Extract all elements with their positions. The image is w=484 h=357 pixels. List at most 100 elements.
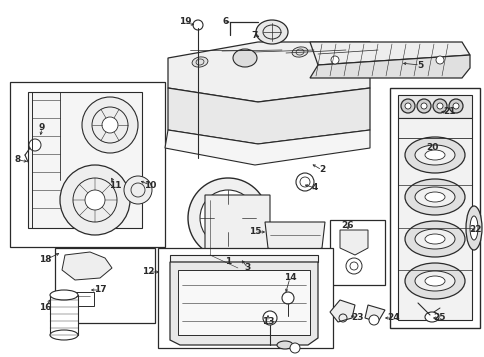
Ellipse shape — [192, 57, 208, 67]
Text: 2: 2 — [318, 166, 324, 175]
Text: 21: 21 — [443, 107, 455, 116]
Ellipse shape — [50, 330, 78, 340]
Polygon shape — [339, 230, 367, 255]
Ellipse shape — [448, 99, 462, 113]
Ellipse shape — [416, 99, 430, 113]
Ellipse shape — [276, 341, 292, 349]
Polygon shape — [397, 95, 471, 118]
Bar — [10, 82, 165, 247]
Ellipse shape — [368, 315, 378, 325]
Text: 4: 4 — [311, 183, 318, 192]
Ellipse shape — [193, 20, 203, 30]
Ellipse shape — [469, 216, 477, 240]
Polygon shape — [170, 262, 318, 345]
Bar — [389, 88, 479, 328]
Ellipse shape — [424, 312, 438, 322]
Ellipse shape — [435, 56, 443, 64]
Polygon shape — [167, 88, 369, 144]
Ellipse shape — [414, 145, 454, 165]
Polygon shape — [28, 92, 142, 228]
Polygon shape — [329, 300, 354, 322]
Bar — [72, 292, 94, 306]
Ellipse shape — [295, 173, 313, 191]
Ellipse shape — [420, 103, 426, 109]
Ellipse shape — [332, 43, 347, 53]
Polygon shape — [264, 222, 324, 258]
Text: 14: 14 — [283, 273, 296, 282]
Ellipse shape — [330, 56, 338, 64]
Text: 9: 9 — [39, 124, 45, 132]
Ellipse shape — [213, 204, 242, 232]
Polygon shape — [178, 270, 309, 335]
Polygon shape — [205, 195, 270, 270]
Ellipse shape — [465, 206, 481, 250]
Text: 8: 8 — [15, 156, 21, 165]
Ellipse shape — [256, 20, 287, 44]
Ellipse shape — [414, 187, 454, 207]
Polygon shape — [62, 252, 112, 280]
Text: 19: 19 — [178, 17, 191, 26]
Ellipse shape — [400, 99, 414, 113]
Ellipse shape — [85, 190, 105, 210]
Ellipse shape — [124, 176, 151, 204]
Ellipse shape — [281, 292, 293, 304]
Text: 18: 18 — [39, 256, 51, 265]
Polygon shape — [397, 118, 471, 320]
Polygon shape — [170, 255, 318, 262]
Polygon shape — [167, 42, 369, 102]
Ellipse shape — [199, 190, 256, 246]
Text: 25: 25 — [433, 313, 445, 322]
Ellipse shape — [436, 103, 442, 109]
Ellipse shape — [50, 290, 78, 300]
Bar — [158, 248, 333, 348]
Ellipse shape — [404, 263, 464, 299]
Ellipse shape — [424, 192, 444, 202]
Text: 6: 6 — [223, 17, 228, 26]
Bar — [55, 248, 155, 323]
Ellipse shape — [424, 276, 444, 286]
Ellipse shape — [82, 97, 138, 153]
Text: 17: 17 — [93, 286, 106, 295]
Polygon shape — [309, 42, 469, 65]
Text: 10: 10 — [144, 181, 156, 190]
Ellipse shape — [404, 137, 464, 173]
Text: 3: 3 — [244, 263, 251, 272]
Ellipse shape — [262, 311, 276, 325]
Ellipse shape — [222, 212, 233, 224]
Text: 5: 5 — [416, 60, 422, 70]
Text: 26: 26 — [341, 221, 353, 230]
Ellipse shape — [404, 221, 464, 257]
Text: 11: 11 — [108, 181, 121, 190]
Ellipse shape — [452, 103, 458, 109]
Text: 22: 22 — [469, 226, 481, 235]
Polygon shape — [50, 295, 78, 335]
Text: 16: 16 — [39, 303, 51, 312]
Ellipse shape — [232, 49, 257, 67]
Ellipse shape — [424, 234, 444, 244]
Polygon shape — [165, 130, 369, 165]
Bar — [329, 220, 384, 285]
Text: 23: 23 — [351, 313, 363, 322]
Text: 13: 13 — [261, 317, 273, 327]
Ellipse shape — [432, 99, 446, 113]
Text: 7: 7 — [251, 30, 257, 40]
Ellipse shape — [404, 179, 464, 215]
Text: 24: 24 — [387, 313, 399, 322]
Ellipse shape — [29, 139, 41, 151]
Ellipse shape — [404, 103, 410, 109]
Ellipse shape — [289, 343, 300, 353]
Text: 20: 20 — [425, 144, 437, 152]
Polygon shape — [309, 55, 469, 78]
Ellipse shape — [291, 47, 307, 57]
Ellipse shape — [188, 178, 268, 258]
Text: 12: 12 — [141, 267, 154, 277]
Ellipse shape — [424, 150, 444, 160]
Ellipse shape — [60, 165, 130, 235]
Ellipse shape — [414, 271, 454, 291]
Polygon shape — [364, 305, 384, 322]
Ellipse shape — [345, 258, 361, 274]
Ellipse shape — [414, 229, 454, 249]
Ellipse shape — [102, 117, 118, 133]
Text: 15: 15 — [248, 227, 261, 236]
Text: 1: 1 — [225, 257, 231, 266]
